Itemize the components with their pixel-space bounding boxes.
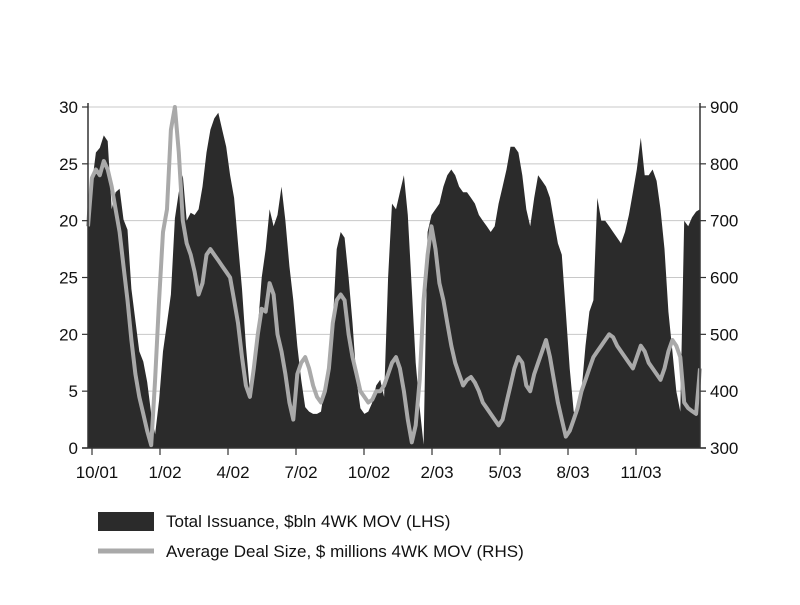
- x-axis-tick-label: 8/03: [556, 463, 589, 482]
- legend-label-issuance: Total Issuance, $bln 4WK MOV (LHS): [166, 512, 450, 531]
- deal-size-line-layer: [86, 105, 702, 448]
- right-axis-tick-label: 700: [710, 212, 738, 231]
- left-axis-tick-label: 0: [69, 439, 78, 458]
- legend-label-deal-size: Average Deal Size, $ millions 4WK MOV (R…: [166, 542, 524, 561]
- axes: [82, 103, 706, 455]
- x-axis-tick-label: 2/03: [420, 463, 453, 482]
- left-axis-tick-label: 25: [59, 155, 78, 174]
- x-axis-tick-label: 5/03: [488, 463, 521, 482]
- left-axis-tick-label: 25: [59, 269, 78, 288]
- right-axis-tick-label: 300: [710, 439, 738, 458]
- right-axis-tick-labels: 300 400 500 600 700 800 900: [710, 98, 738, 458]
- x-axis-tick-label: 10/01: [76, 463, 119, 482]
- left-axis-tick-labels: 0 5 20 25 20 25 30: [59, 98, 78, 458]
- legend: Total Issuance, $bln 4WK MOV (LHS) Avera…: [98, 512, 524, 561]
- left-axis-tick-label: 30: [59, 98, 78, 117]
- right-axis-tick-label: 400: [710, 382, 738, 401]
- right-axis-tick-label: 900: [710, 98, 738, 117]
- x-axis-tick-label: 7/02: [284, 463, 317, 482]
- right-axis-tick-label: 600: [710, 269, 738, 288]
- deal-size-line: [86, 105, 702, 448]
- legend-swatch-issuance: [98, 512, 154, 531]
- left-axis-tick-label: 5: [69, 382, 78, 401]
- left-axis-tick-label: 20: [59, 212, 78, 231]
- x-axis-tick-label: 4/02: [216, 463, 249, 482]
- x-axis-tick-label: 11/03: [620, 463, 661, 482]
- right-axis-tick-label: 500: [710, 325, 738, 344]
- left-axis-tick-label: 20: [59, 325, 78, 344]
- x-axis-tick-label: 1/02: [148, 463, 181, 482]
- x-axis-tick-label: 10/02: [348, 463, 391, 482]
- x-axis-tick-labels: 10/01 1/02 4/02 7/02 10/02 2/03 5/03 8/03 11/03: [76, 463, 662, 482]
- right-axis-tick-label: 800: [710, 155, 738, 174]
